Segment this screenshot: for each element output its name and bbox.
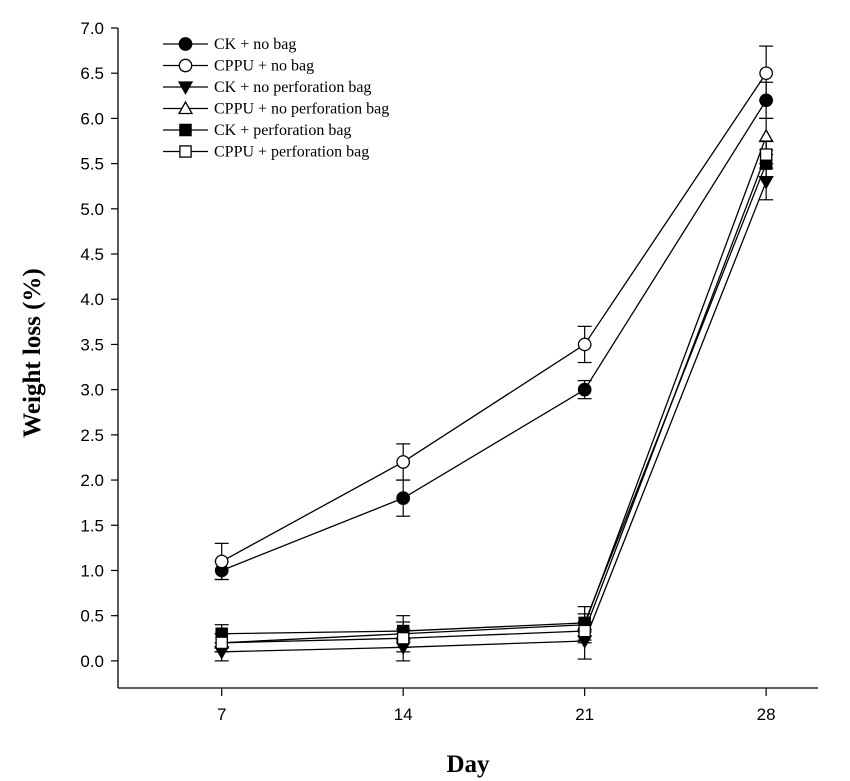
series-2 bbox=[214, 45, 774, 581]
series-5 bbox=[214, 149, 774, 644]
series-line bbox=[221, 154, 767, 644]
series-line bbox=[221, 99, 767, 572]
x-tick-label: 28 bbox=[757, 705, 776, 724]
legend-marker bbox=[179, 145, 192, 158]
y-tick-label: 0.0 bbox=[80, 652, 104, 671]
legend-entry: CPPU + no perforation bag bbox=[163, 101, 389, 118]
series-line bbox=[221, 163, 767, 635]
y-tick-label: 2.0 bbox=[80, 471, 104, 490]
data-point bbox=[577, 382, 592, 397]
y-tick-label: 7.0 bbox=[80, 19, 104, 38]
legend-marker bbox=[178, 37, 193, 51]
series-layer bbox=[214, 45, 774, 662]
legend-entry: CPPU + no bag bbox=[163, 58, 314, 75]
series-line bbox=[221, 136, 767, 644]
legend-marker bbox=[179, 123, 192, 137]
tick-marks: 0.0 0.5 1.0 1.5 2.0 2.5 3.0 3.5 4.0 4.5 5.0 5.5 6.0 6… bbox=[80, 19, 775, 724]
series-line bbox=[221, 181, 767, 653]
legend-label: CK + no perforation bag bbox=[214, 79, 371, 96]
data-point bbox=[396, 491, 411, 505]
legend: CK + no bag CPPU + no bag CK + no perforat… bbox=[163, 36, 389, 161]
axes bbox=[117, 28, 818, 689]
legend-marker bbox=[178, 58, 193, 73]
data-point bbox=[578, 624, 591, 638]
legend-marker bbox=[177, 81, 194, 95]
series-line bbox=[221, 72, 767, 562]
y-tick-label: 5.5 bbox=[80, 155, 104, 174]
series-6 bbox=[214, 140, 774, 653]
legend-entry: CPPU + perforation bag bbox=[163, 144, 369, 161]
legend-label: CK + perforation bag bbox=[214, 122, 351, 139]
y-tick-label: 2.5 bbox=[80, 426, 104, 445]
y-tick-label: 4.5 bbox=[80, 245, 104, 264]
series-4 bbox=[214, 117, 774, 653]
y-tick-label: 6.0 bbox=[80, 109, 104, 128]
series-3 bbox=[214, 163, 774, 662]
x-tick-label: 7 bbox=[217, 705, 226, 724]
data-point bbox=[396, 455, 411, 469]
data-point bbox=[577, 337, 592, 352]
legend-marker bbox=[177, 100, 194, 115]
legend-entry: CK + no bag bbox=[163, 36, 296, 53]
data-point bbox=[758, 176, 774, 190]
data-point bbox=[759, 148, 773, 161]
legend-entry: CK + no perforation bag bbox=[163, 79, 371, 96]
legend-label: CPPU + no bag bbox=[214, 58, 314, 75]
y-axis-title: Weight loss (%) bbox=[19, 268, 46, 437]
data-point bbox=[214, 554, 229, 569]
y-tick-label: 4.0 bbox=[80, 290, 104, 309]
y-tick-label: 1.5 bbox=[80, 516, 104, 535]
y-tick-label: 3.0 bbox=[80, 381, 104, 400]
y-tick-label: 1.0 bbox=[80, 561, 104, 580]
y-tick-label: 3.5 bbox=[80, 335, 104, 354]
data-point bbox=[758, 128, 774, 143]
legend-label: CPPU + perforation bag bbox=[214, 144, 369, 161]
data-point bbox=[396, 632, 410, 645]
y-tick-label: 0.5 bbox=[80, 607, 104, 626]
y-tick-label: 6.5 bbox=[80, 64, 104, 83]
legend-label: CK + no bag bbox=[214, 36, 296, 53]
x-axis-title: Day bbox=[446, 751, 490, 778]
x-tick-label: 21 bbox=[575, 705, 594, 724]
legend-entry: CK + perforation bag bbox=[163, 122, 351, 139]
data-point bbox=[759, 66, 773, 81]
data-point bbox=[215, 636, 228, 650]
legend-label: CPPU + no perforation bag bbox=[214, 101, 389, 118]
x-tick-label: 14 bbox=[394, 705, 413, 724]
y-tick-label: 5.0 bbox=[80, 200, 104, 219]
